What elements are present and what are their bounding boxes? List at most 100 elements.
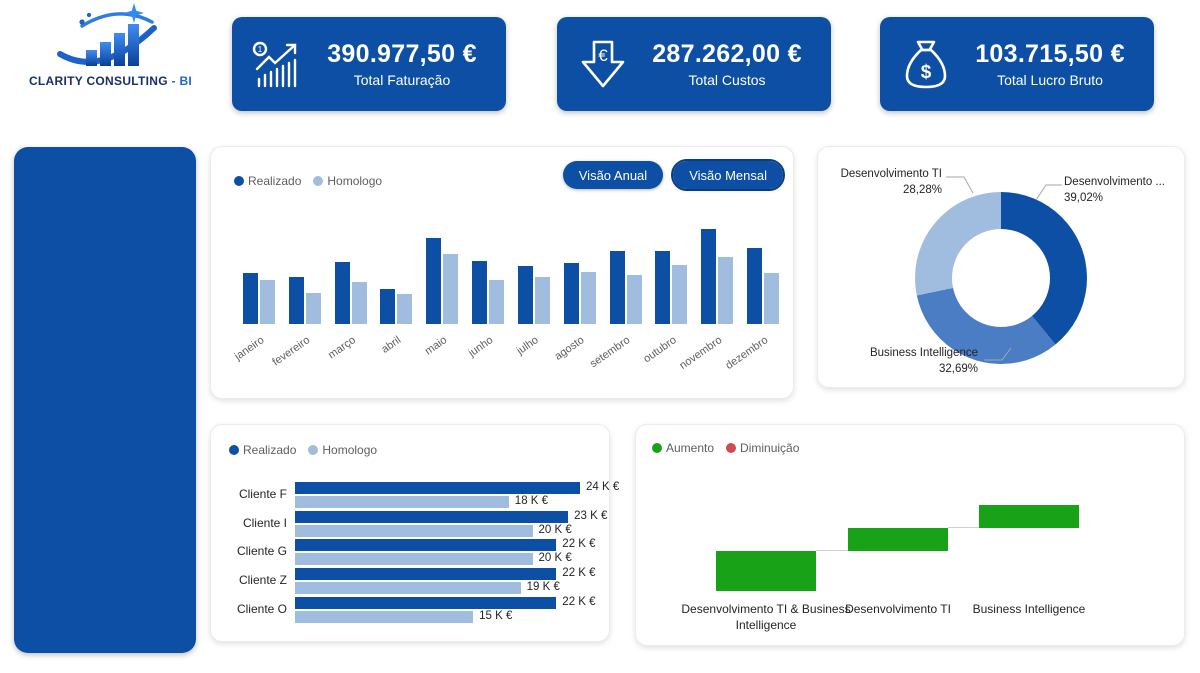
axis-label-cell: abril xyxy=(373,327,419,377)
kpi-value: 103.715,50 € xyxy=(975,40,1125,68)
axis-label-cell: julho xyxy=(511,327,557,377)
bar-realizado-abril[interactable] xyxy=(380,288,396,324)
bar-realizado-fevereiro[interactable] xyxy=(288,277,304,324)
axis-label-cell: junho xyxy=(465,327,511,377)
bar-group-junho xyxy=(465,224,511,324)
month-label-março: março xyxy=(325,334,358,362)
month-label-abril: abril xyxy=(379,334,404,356)
bar-value-label: 18 K € xyxy=(514,495,549,507)
waterfall-connector xyxy=(948,526,979,528)
bar-realizado-janeiro[interactable] xyxy=(242,273,258,324)
client-row-cliente-g: Cliente G 22 K €20 K € xyxy=(225,538,601,566)
bar-group-agosto xyxy=(557,224,603,324)
client-label: Cliente I xyxy=(242,515,287,530)
bar-homologo-abril[interactable] xyxy=(397,293,413,324)
legend-dot-aumento xyxy=(652,443,662,453)
bar-group-dezembro xyxy=(740,224,786,324)
legend-item-realizado[interactable]: Realizado xyxy=(229,443,296,457)
bar-homologo-junho[interactable] xyxy=(489,280,505,324)
bar-realizado-agosto[interactable] xyxy=(563,262,579,324)
clarity-consulting-logo-icon xyxy=(56,3,157,66)
client-label: Cliente F xyxy=(238,487,287,501)
visao-mensal-button[interactable]: Visão Mensal xyxy=(671,159,785,191)
bar-homologo-agosto[interactable] xyxy=(580,271,596,324)
bar-group-abril xyxy=(373,224,419,324)
kpi-card-faturacao: 1 390.977,50 € Total Faturação xyxy=(232,17,506,111)
legend-item-diminuicao[interactable]: Diminuição xyxy=(726,441,799,455)
bar-realizado-dezembro[interactable] xyxy=(747,248,763,324)
bar-realizado[interactable] xyxy=(295,568,557,581)
clients-bar-chart-card: Realizado Homologo Cliente F 24 K € 18 K €… xyxy=(210,424,619,642)
bar-homologo[interactable] xyxy=(295,496,509,508)
kpi-value: 390.977,50 € xyxy=(327,40,477,68)
brand-name: CLARITY CONSULTING - BI xyxy=(28,74,193,88)
bar-value-label: 20 K € xyxy=(538,552,572,565)
bar-realizado-junho[interactable] xyxy=(472,260,488,324)
legend-dot-homologo xyxy=(313,176,324,186)
bar-value-label: 22 K € xyxy=(562,567,596,580)
bar-homologo-março[interactable] xyxy=(351,282,367,324)
bar-homologo-setembro[interactable] xyxy=(626,275,642,324)
legend-label: Diminuição xyxy=(740,441,800,455)
monthly-axis-labels: janeiro fevereiro março abril maio junho julho… xyxy=(232,327,786,377)
bar-homologo-fevereiro[interactable] xyxy=(305,292,321,324)
bar-value-label: 15 K € xyxy=(479,609,513,622)
bar-homologo-dezembro[interactable] xyxy=(764,273,780,324)
bar-homologo-outubro[interactable] xyxy=(672,264,688,324)
kpi-card-custos: € 287.262,00 € Total Custos xyxy=(557,17,831,111)
svg-text:€: € xyxy=(598,46,608,65)
bar-homologo[interactable] xyxy=(295,553,533,566)
bar-realizado[interactable] xyxy=(295,596,557,609)
visao-anual-button[interactable]: Visão Anual xyxy=(562,161,664,189)
kpi-card-lucro: $ 103.715,50 € Total Lucro Bruto xyxy=(880,17,1154,111)
bar-realizado-novembro[interactable] xyxy=(701,229,717,324)
bar-realizado-julho[interactable] xyxy=(517,265,533,324)
waterfall-connector xyxy=(816,549,848,551)
legend-dot-realizado xyxy=(229,445,239,455)
legend-label: Realizado xyxy=(248,174,302,188)
client-label: Cliente Z xyxy=(238,573,287,588)
bar-homologo-novembro[interactable] xyxy=(718,257,734,324)
client-row-cliente-z: Cliente Z 22 K €19 K € xyxy=(225,567,601,595)
donut-label-desenvolvimento-truncated: Desenvolvimento ... 39,02% xyxy=(1064,176,1165,204)
monthly-bars-plot xyxy=(236,224,786,324)
bar-realizado[interactable] xyxy=(295,482,580,494)
svg-text:$: $ xyxy=(921,62,932,83)
bar-group-maio xyxy=(419,224,465,324)
bar-homologo-julho[interactable] xyxy=(534,277,550,324)
waterfall-category-label: Desenvolvimento TI xyxy=(845,602,951,616)
bar-realizado-maio[interactable] xyxy=(426,237,442,324)
legend-item-aumento[interactable]: Aumento xyxy=(652,441,714,455)
bar-homologo[interactable] xyxy=(295,610,474,623)
bar-realizado-março[interactable] xyxy=(334,261,350,324)
legend-item-homologo[interactable]: Homologo xyxy=(308,443,377,457)
monthly-revenue-chart-card: Realizado Homologo Visão Anual Visão Men… xyxy=(210,146,794,399)
sidebar-panel xyxy=(14,147,196,653)
waterfall-bar-3[interactable] xyxy=(979,505,1079,528)
bar-realizado-setembro[interactable] xyxy=(609,251,625,324)
waterfall-category-label: Business Intelligence xyxy=(972,602,1086,616)
client-row-cliente-o: Cliente O 22 K € 15 K € xyxy=(225,596,601,624)
brand: CLARITY CONSULTING - BI xyxy=(28,2,193,102)
bar-homologo[interactable] xyxy=(295,524,533,537)
month-label-maio: maio xyxy=(422,334,450,358)
bar-homologo-maio[interactable] xyxy=(443,254,459,324)
services-donut-card: Desenvolvimento TI 28,28% Desenvolviment… xyxy=(817,146,1185,388)
bar-realizado-outubro[interactable] xyxy=(655,251,671,324)
bar-homologo-janeiro[interactable] xyxy=(259,280,275,324)
client-row-cliente-f: Cliente F 24 K € 18 K € xyxy=(225,481,619,509)
legend-item-homologo[interactable]: Homologo xyxy=(313,174,382,188)
donut-chart[interactable] xyxy=(915,192,1087,364)
bar-group-março xyxy=(328,224,374,324)
donut-label-desenvolvimento-ti: Desenvolvimento TI 28,28% xyxy=(840,168,942,196)
waterfall-bar-1[interactable] xyxy=(716,550,816,591)
waterfall-bar-2[interactable] xyxy=(848,527,948,551)
bar-homologo[interactable] xyxy=(295,582,521,595)
month-label-junho: junho xyxy=(466,334,496,360)
bar-realizado[interactable] xyxy=(295,510,569,523)
bar-group-fevereiro xyxy=(282,224,328,324)
bar-realizado[interactable] xyxy=(295,539,557,552)
legend-item-realizado[interactable]: Realizado xyxy=(234,174,301,188)
waterfall-legend: Aumento Diminuição xyxy=(652,441,799,455)
